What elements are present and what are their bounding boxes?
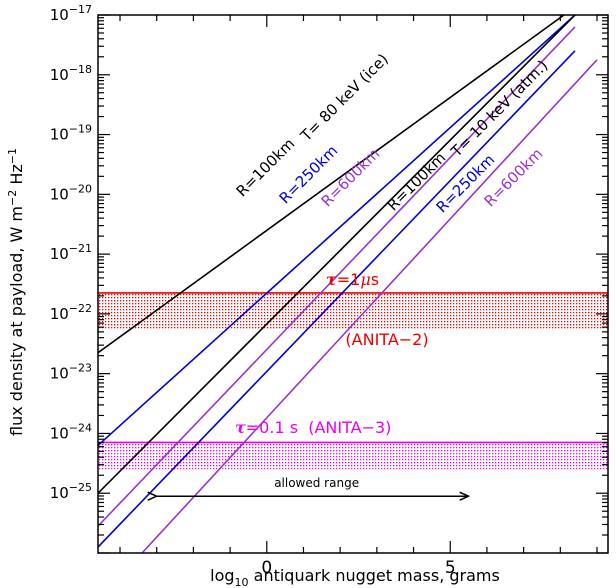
series-line-2 [98, 15, 576, 446]
series-line-5 [98, 50, 576, 548]
plot-frame [97, 14, 609, 554]
line-annotations: T= 80 keV (ice) R=100km R=250km R=600km … [233, 50, 552, 216]
ticks-layer [98, 14, 608, 554]
series-line-4 [98, 15, 576, 494]
y-tick-label: 10−19 [50, 123, 92, 144]
y-tick-label: 10−21 [50, 242, 92, 263]
series-line-1 [98, 15, 565, 354]
y-tick-label: 10−24 [50, 421, 92, 442]
series-line-6 [141, 59, 598, 553]
bands-layer [98, 292, 608, 470]
series-layer [98, 15, 598, 553]
y-tick-label: 10−22 [50, 302, 92, 323]
band-anita3 [98, 442, 608, 470]
allowed-range-label: allowed range [274, 476, 359, 490]
y-tick-label: 10−20 [50, 182, 92, 203]
y-tick-label: 10−17 [50, 3, 92, 24]
r600-label-b: R=600km [481, 145, 547, 211]
y-tick-label: 10−18 [50, 63, 92, 84]
x-axis-title: log10 antiquark nugget mass, grams [210, 566, 500, 588]
temp-10kev-label: T= 10 keV (atm.) [447, 57, 552, 162]
y-axis-title: flux density at payload, W m−2 Hz−1 [6, 148, 26, 436]
tau-0.1s-label: τ=0.1 s (ANITA−3) [235, 418, 391, 437]
temp-80kev-label: T= 80 keV (ice) [296, 50, 392, 146]
x-tick-label: 5 [445, 558, 456, 578]
x-tick-label: 0 [261, 558, 272, 578]
anita2-label: (ANITA−2) [345, 330, 428, 349]
tau-1us-label: τ=1μs [326, 270, 379, 289]
y-tick-labels: 10−17 10−18 10−19 10−20 10−21 10−22 10−2… [50, 3, 92, 502]
y-tick-label: 10−25 [50, 481, 92, 502]
x-tick-labels: 0 5 [261, 558, 455, 578]
series-line-3 [98, 26, 576, 527]
y-tick-label: 10−23 [50, 362, 92, 383]
band-anita2 [98, 292, 608, 329]
